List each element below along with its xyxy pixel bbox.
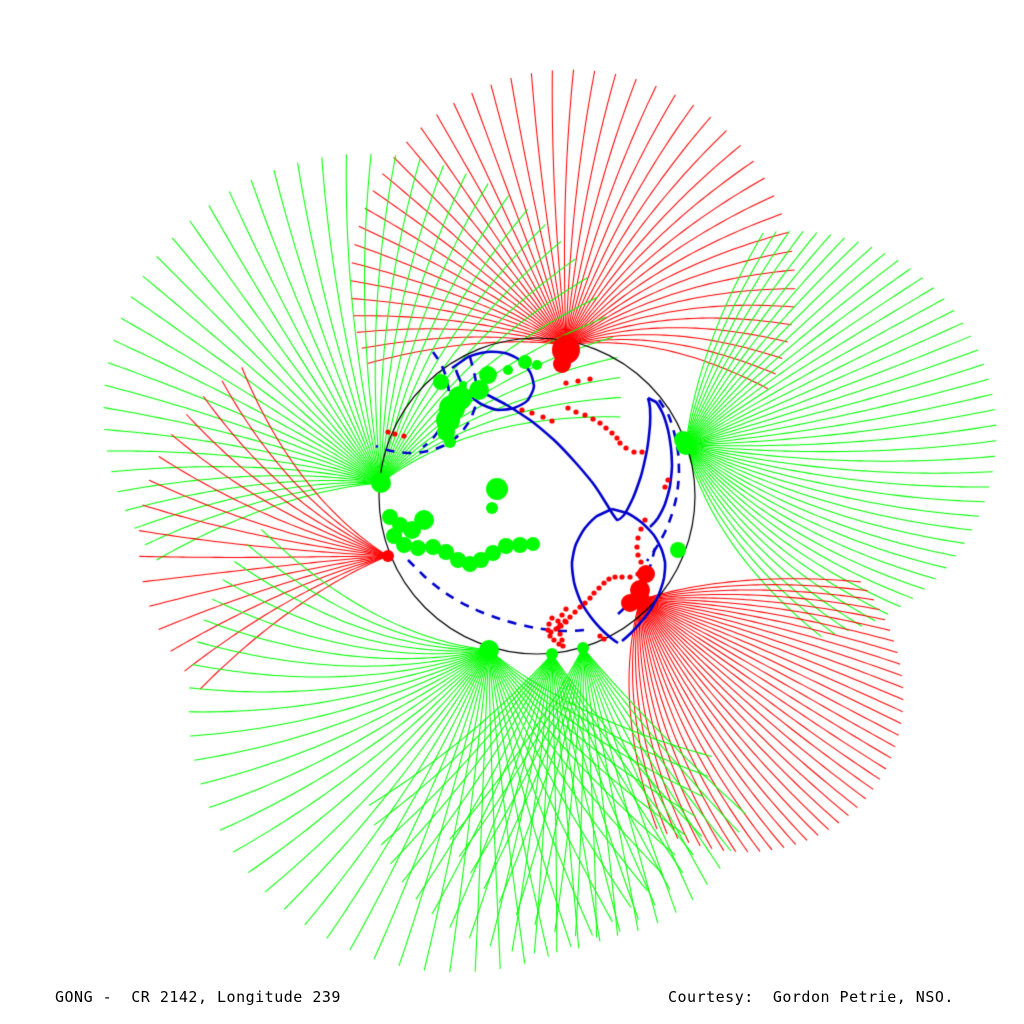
caption-left: GONG - CR 2142, Longitude 239 (55, 988, 341, 1006)
caption-right: Courtesy: Gordon Petrie, NSO. (668, 988, 954, 1006)
